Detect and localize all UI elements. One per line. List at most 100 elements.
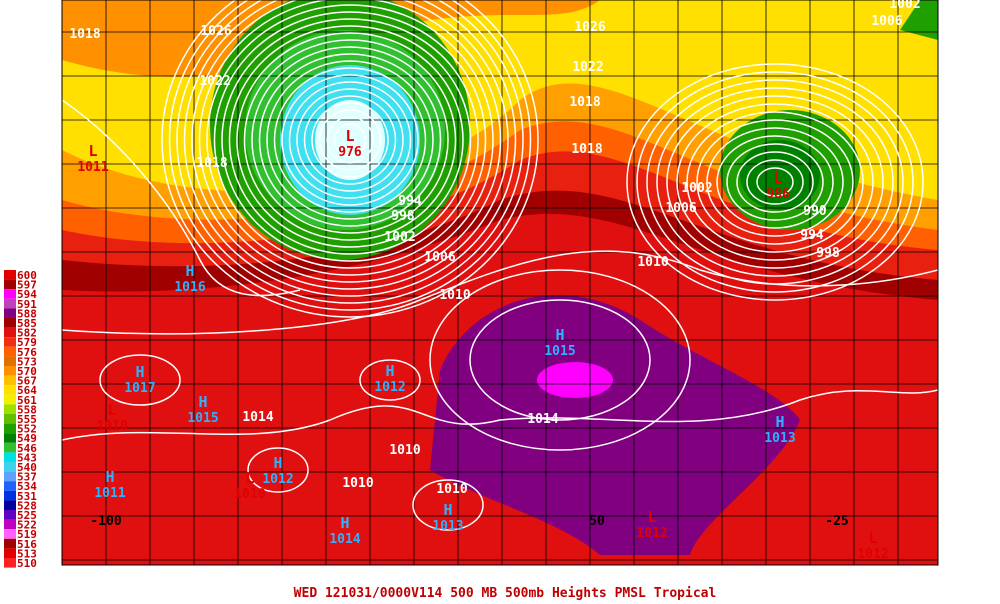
- contour-label: 1018: [69, 27, 100, 42]
- scale-swatch: [4, 394, 16, 405]
- isobar: [247, 447, 309, 493]
- footer-title: WED 121031/0000V114 500 MB 500mb Heights…: [294, 586, 717, 600]
- scale-label: 531: [17, 490, 37, 503]
- center-letter: L: [107, 401, 116, 419]
- isobar: [266, 60, 434, 220]
- isobar: [168, 0, 532, 311]
- isobar: [213, 11, 487, 269]
- scale-label: 534: [17, 480, 37, 493]
- center-pressure: 1010: [234, 487, 265, 502]
- center-pressure: 1012: [374, 380, 405, 395]
- contour-label: 1006: [424, 250, 455, 265]
- isobar: [429, 269, 691, 451]
- contour-label: 1002: [681, 181, 712, 196]
- center-pressure: 1013: [432, 519, 463, 534]
- scale-label: 600: [17, 269, 37, 282]
- scale-label: 597: [17, 279, 37, 292]
- scale-swatch: [4, 519, 16, 530]
- scale-label: 564: [17, 384, 37, 397]
- contour-label: 1002: [889, 0, 920, 12]
- contour-label: 998: [391, 209, 415, 224]
- isobar: [311, 102, 389, 178]
- center-letter: L: [245, 469, 254, 487]
- center-letter: L: [868, 529, 877, 547]
- center-pressure: 1017: [124, 381, 155, 396]
- isobar: [62, 99, 301, 297]
- center-pressure: 1011: [77, 160, 108, 175]
- map-frame: [61, 0, 939, 566]
- isobar: [676, 103, 874, 261]
- center-pressure: 986: [766, 187, 790, 202]
- scale-swatch: [4, 385, 16, 395]
- scale-label: 591: [17, 298, 37, 311]
- scale-label: 573: [17, 355, 37, 368]
- longitude-label: -25: [825, 514, 848, 529]
- contour-label: 998: [816, 246, 840, 261]
- isobar: [251, 46, 449, 234]
- scale-label: 510: [17, 557, 37, 570]
- isobar: [236, 32, 464, 248]
- isobar: [258, 53, 442, 227]
- scale-swatch: [4, 308, 16, 318]
- contour-label: 994: [800, 228, 824, 243]
- scale-swatch: [4, 337, 16, 347]
- scale-swatch: [4, 327, 16, 338]
- center-letter: H: [775, 413, 784, 431]
- center-pressure: 1012: [262, 472, 293, 487]
- contour-label: 1010: [439, 288, 470, 303]
- center-pressure: 1010: [96, 419, 127, 434]
- contour-label: 1018: [196, 156, 227, 171]
- center-pressure: 1014: [329, 532, 360, 547]
- scale-label: 528: [17, 499, 37, 512]
- scale-swatch: [4, 462, 16, 472]
- isobar: [221, 18, 479, 262]
- isobar: [62, 389, 938, 441]
- scale-swatch: [4, 481, 16, 491]
- center-letter: H: [555, 326, 564, 344]
- isobar: [686, 111, 864, 253]
- isobar: [756, 167, 794, 197]
- longitude-label: -100: [90, 514, 121, 529]
- scale-label: 549: [17, 432, 37, 445]
- contour-label: 1010: [342, 476, 373, 491]
- contour-label: 1010: [389, 443, 420, 458]
- scale-swatch: [4, 433, 16, 443]
- center-pressure: 1013: [764, 431, 795, 446]
- isobar: [243, 39, 457, 241]
- center-letter: L: [345, 127, 354, 145]
- isobar: [696, 119, 854, 245]
- isobar: [318, 109, 382, 171]
- scale-swatch: [4, 318, 16, 328]
- scale-swatch: [4, 356, 16, 366]
- color-scale: 6005975945915885855825795765735705675645…: [4, 269, 37, 570]
- isobar: [326, 116, 374, 164]
- isobar: [99, 354, 181, 406]
- isobar: [746, 159, 804, 205]
- scale-swatch: [4, 289, 16, 299]
- scale-label: 537: [17, 471, 37, 484]
- contour-label: 990: [803, 204, 827, 219]
- center-letter: H: [198, 393, 207, 411]
- isobar: [288, 81, 412, 199]
- scale-label: 552: [17, 423, 37, 436]
- contour-label: 1014: [242, 410, 273, 425]
- scale-label: 579: [17, 336, 37, 349]
- contour-label: 1010: [436, 482, 467, 497]
- scale-swatch: [4, 375, 16, 386]
- isobar: [726, 143, 824, 221]
- scale-label: 555: [17, 413, 37, 426]
- scale-swatch: [4, 510, 16, 520]
- scale-label: 582: [17, 327, 37, 340]
- scale-label: 576: [17, 346, 37, 359]
- isobar: [656, 87, 894, 277]
- scale-swatch: [4, 279, 16, 290]
- isobar: [469, 299, 651, 421]
- center-letter: L: [647, 508, 656, 526]
- center-pressure: 1015: [544, 344, 575, 359]
- scale-swatch: [4, 442, 16, 453]
- contour-label: 1026: [200, 24, 231, 39]
- scale-swatch: [4, 423, 16, 434]
- scale-swatch: [4, 404, 16, 414]
- isobar: [206, 4, 494, 276]
